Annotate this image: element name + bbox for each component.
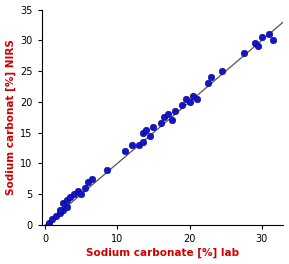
Point bbox=[90, 177, 95, 181]
Point bbox=[79, 192, 84, 196]
Point bbox=[50, 217, 55, 221]
Point bbox=[57, 208, 62, 212]
Point bbox=[137, 143, 141, 147]
Y-axis label: Sodium carbonat [%] NIRS: Sodium carbonat [%] NIRS bbox=[5, 39, 16, 195]
Point bbox=[162, 115, 166, 119]
Point bbox=[169, 118, 174, 122]
Point bbox=[104, 167, 109, 172]
X-axis label: Sodium carbonate [%] lab: Sodium carbonate [%] lab bbox=[86, 248, 239, 258]
Point bbox=[220, 69, 224, 73]
Point bbox=[68, 195, 73, 199]
Point bbox=[129, 143, 134, 147]
Point bbox=[54, 214, 58, 218]
Point bbox=[140, 130, 145, 135]
Point bbox=[184, 97, 188, 101]
Point bbox=[122, 149, 127, 153]
Point bbox=[209, 75, 214, 79]
Point bbox=[61, 201, 66, 206]
Point bbox=[57, 211, 62, 215]
Point bbox=[144, 128, 149, 132]
Point bbox=[194, 97, 199, 101]
Point bbox=[180, 103, 185, 107]
Point bbox=[270, 38, 275, 43]
Point bbox=[252, 41, 257, 45]
Point bbox=[267, 32, 271, 36]
Point bbox=[64, 198, 69, 202]
Point bbox=[75, 189, 80, 193]
Point bbox=[86, 180, 91, 184]
Point bbox=[83, 186, 87, 190]
Point bbox=[241, 50, 246, 55]
Point bbox=[47, 221, 51, 225]
Point bbox=[61, 208, 66, 212]
Point bbox=[191, 94, 195, 98]
Point bbox=[158, 121, 163, 126]
Point bbox=[147, 134, 152, 138]
Point bbox=[140, 140, 145, 144]
Point bbox=[205, 81, 210, 86]
Point bbox=[166, 112, 170, 116]
Point bbox=[260, 35, 264, 39]
Point bbox=[256, 44, 260, 49]
Point bbox=[187, 100, 192, 104]
Point bbox=[173, 109, 177, 113]
Point bbox=[151, 124, 156, 129]
Point bbox=[64, 204, 69, 209]
Point bbox=[72, 192, 76, 196]
